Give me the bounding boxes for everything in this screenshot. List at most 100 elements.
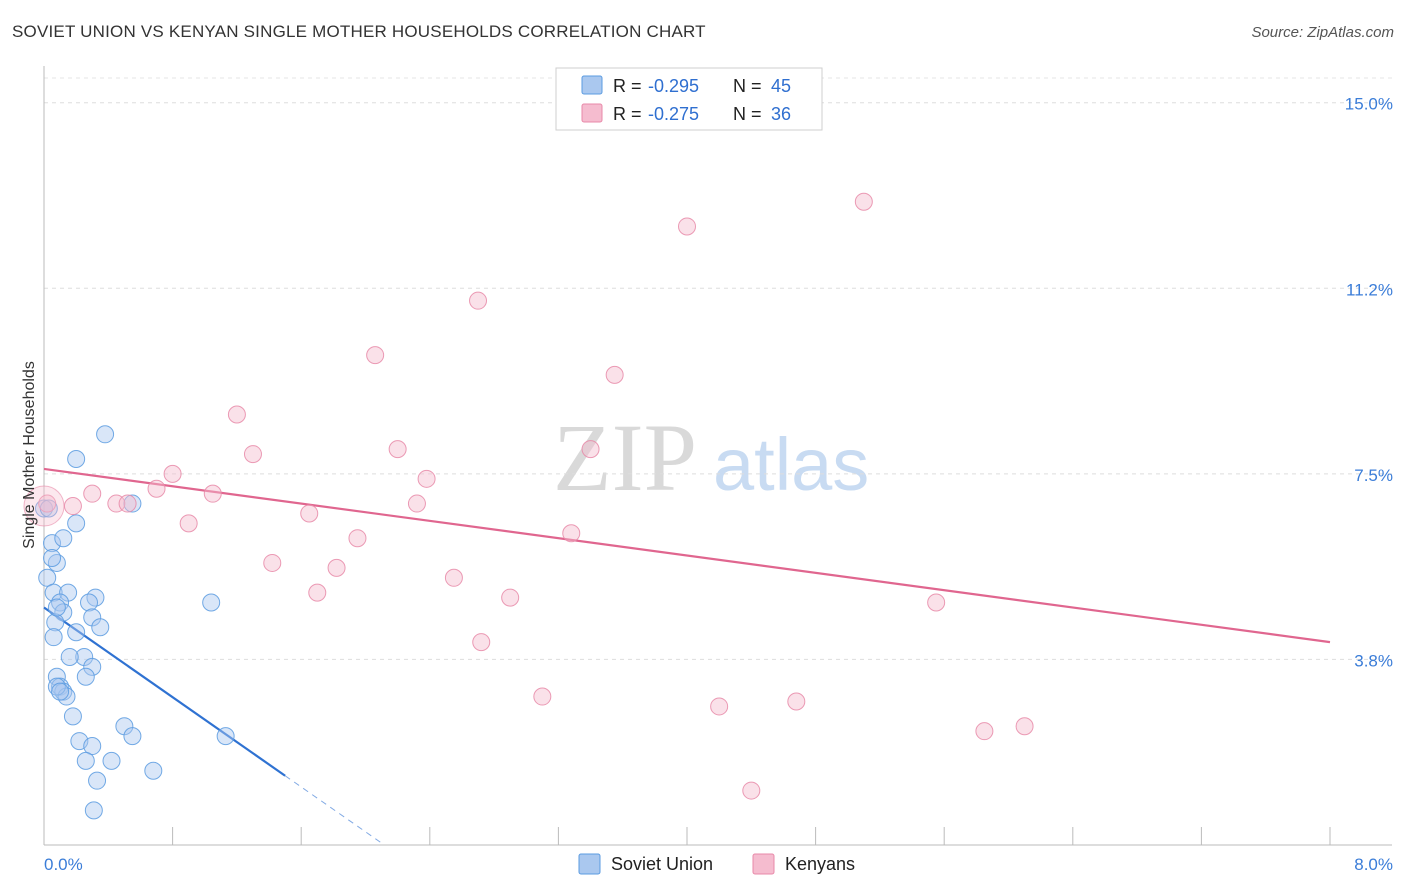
point-soviet-union [67,450,86,469]
point-kenyans [533,687,552,706]
point-kenyans [263,553,282,572]
point-kenyans [581,440,600,459]
point-soviet-union [51,682,70,701]
point-kenyans [927,593,946,612]
point-soviet-union [91,618,110,637]
point-soviet-union [76,667,95,686]
legend-swatch-soviet [581,75,603,95]
point-soviet-union [47,667,66,686]
point-kenyans [444,568,463,587]
x-tick-label: 0.0% [44,855,83,874]
legend: R = -0.295 N = 45 R = -0.275 N = 36 [555,67,823,131]
point-soviet-union [102,751,121,770]
axes [43,66,1392,846]
data-points [23,192,1034,820]
point-soviet-union [216,727,235,746]
point-kenyans [327,558,346,577]
point-kenyans [678,217,696,236]
watermark-zip: ZIP [553,404,697,511]
trend-line-kenyans [43,467,1331,644]
legend-n-label-1: N = [733,104,762,124]
point-kenyans [1015,717,1034,736]
point-soviet-union [80,593,99,612]
x-tick-label: 8.0% [1354,855,1393,874]
point-kenyans [710,697,729,716]
bottom-legend: Soviet Union Kenyans [578,853,855,875]
point-kenyans [227,405,246,424]
point-kenyans [501,588,520,607]
point-kenyans [975,722,994,741]
point-soviet-union [63,707,82,726]
point-kenyans [348,529,367,548]
watermark-atlas: atlas [713,423,869,506]
point-kenyans [243,445,262,464]
point-soviet-union [96,425,115,444]
legend-r-label-1: R = [613,104,642,124]
point-kenyans [742,781,761,800]
point-soviet-union [83,657,102,676]
point-soviet-union [60,647,79,666]
point-kenyans [83,484,102,503]
point-soviet-union [44,583,63,602]
point-soviet-union [67,623,86,642]
point-soviet-union [35,499,53,518]
point-kenyans [562,524,581,543]
point-kenyans [63,497,82,516]
bottom-legend-kenyans: Kenyans [785,854,855,874]
legend-n-value-1: 36 [771,104,791,124]
chart-title: SOVIET UNION VS KENYAN SINGLE MOTHER HOU… [12,22,706,41]
point-soviet-union [46,613,65,632]
point-soviet-union [47,677,66,696]
point-soviet-union [44,628,63,647]
point-soviet-union [123,494,142,513]
point-soviet-union [43,548,62,567]
legend-n-value-0: 45 [771,76,791,96]
point-kenyans-large [23,485,65,527]
point-soviet-union [123,727,142,746]
bottom-legend-soviet: Soviet Union [611,854,713,874]
point-soviet-union [54,529,73,548]
legend-r-value-1: -0.275 [648,104,699,124]
point-kenyans [147,479,166,498]
point-kenyans [605,365,624,384]
point-soviet-union [51,593,70,612]
point-soviet-union [202,593,221,612]
y-tick-label: 11.2% [1346,280,1393,299]
point-soviet-union [88,771,107,790]
point-kenyans [787,692,806,711]
chart-source: Source: ZipAtlas.com [1251,24,1394,41]
point-kenyans [366,346,385,365]
point-soviet-union [47,598,66,617]
point-soviet-union [43,534,62,553]
point-kenyans [203,484,222,503]
legend-swatch-kenyans [581,103,603,123]
point-kenyans [300,504,319,523]
point-soviet-union [144,761,163,780]
point-kenyans [472,633,491,652]
point-kenyans [118,494,137,513]
point-kenyans [38,494,57,513]
point-kenyans [854,192,873,211]
legend-n-label-0: N = [733,76,762,96]
point-soviet-union [76,751,95,770]
point-kenyans [163,464,182,483]
bottom-legend-swatch-kenyans [752,853,775,875]
point-kenyans [179,514,198,533]
point-kenyans [417,469,436,488]
point-kenyans [388,440,407,459]
trend-line-soviet-union-extension [284,775,382,844]
gridlines [44,77,1392,660]
bottom-legend-swatch-soviet [578,853,601,875]
point-soviet-union [83,737,102,756]
y-axis-label: Single Mother Households [21,361,38,549]
y-tick-label: 15.0% [1345,95,1393,114]
point-soviet-union [38,568,57,587]
point-soviet-union [47,553,66,572]
legend-r-label-0: R = [613,76,642,96]
point-kenyans [407,494,426,513]
y-tick-label: 7.5% [1354,466,1393,485]
point-soviet-union [84,801,103,820]
point-soviet-union [67,514,86,533]
y-tick-label: 3.8% [1354,651,1393,670]
